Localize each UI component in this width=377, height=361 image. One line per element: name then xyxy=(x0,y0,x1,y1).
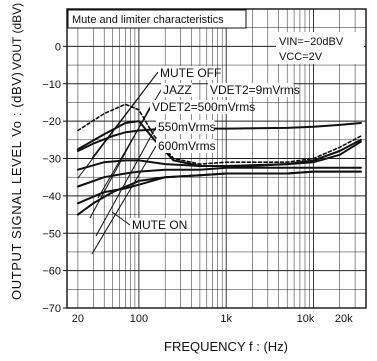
x-tick-label: 1k xyxy=(220,313,232,325)
annotation-background xyxy=(156,139,215,153)
series-line xyxy=(76,140,362,171)
series-line xyxy=(77,103,362,165)
annotation-label: VDET2=9mVrms xyxy=(210,83,300,97)
leader-line xyxy=(77,71,159,179)
y-tick-label: −40 xyxy=(42,191,61,203)
annotation-background xyxy=(130,218,182,232)
x-tick-layer: 20 100 1k 10k 20k xyxy=(72,313,353,325)
x-axis-label: FREQUENCY f : (Hz) xyxy=(164,339,288,354)
condition-vcc: VCC=2V xyxy=(279,51,323,63)
leader-line xyxy=(91,145,157,255)
y-tick-label: −20 xyxy=(42,116,61,128)
annotation-layer: MUTE OFF JAZZ VDET2=9mVrms VDET2=500mVrms 55… xyxy=(130,66,300,232)
leader-line xyxy=(95,126,157,237)
y-tick-label: 0 xyxy=(55,41,61,53)
x-tick-label: 10k xyxy=(297,313,315,325)
annotation-label: 600mVrms xyxy=(158,139,216,153)
annotation-label: MUTE ON xyxy=(132,218,187,232)
annotation-background xyxy=(208,83,294,97)
series-line xyxy=(76,166,362,188)
y-tick-layer: 0 −10 −20 −30 −40 −50 −60 −70 xyxy=(42,41,67,315)
annotation-background xyxy=(150,100,250,114)
series-line xyxy=(76,122,362,152)
annotation-label: JAZZ xyxy=(163,83,192,97)
y-tick-label: −50 xyxy=(42,228,61,240)
y-axis-label: OUTPUT SIGNAL LEVEL Vo : (dBV) xyxy=(9,72,24,300)
x-tick-label: 100 xyxy=(130,313,148,325)
y-axis-unit-label: VOUT (dBV) xyxy=(10,3,24,70)
y-tick-label: −70 xyxy=(42,303,61,315)
series-line xyxy=(76,170,362,216)
title-box xyxy=(67,9,247,29)
y-tick-label: −60 xyxy=(42,266,61,278)
condition-vin: VIN=−20dBV xyxy=(279,36,344,48)
annotation-background xyxy=(156,120,215,134)
annotation-background xyxy=(161,83,193,97)
annotation-background xyxy=(158,66,217,80)
annotation-label: 550mVrms xyxy=(158,120,216,134)
annotation-label: MUTE OFF xyxy=(160,66,221,80)
conditions-box xyxy=(276,32,364,64)
x-tick-label: 20k xyxy=(335,313,353,325)
annotation-label: VDET2=500mVrms xyxy=(152,100,255,114)
chart-title: Mute and limiter characteristics xyxy=(72,14,224,26)
y-tick-label: −30 xyxy=(42,154,61,166)
leader-line xyxy=(111,211,131,226)
series-line xyxy=(76,170,362,205)
x-tick-label: 20 xyxy=(72,313,84,325)
y-tick-label: −10 xyxy=(42,79,61,91)
